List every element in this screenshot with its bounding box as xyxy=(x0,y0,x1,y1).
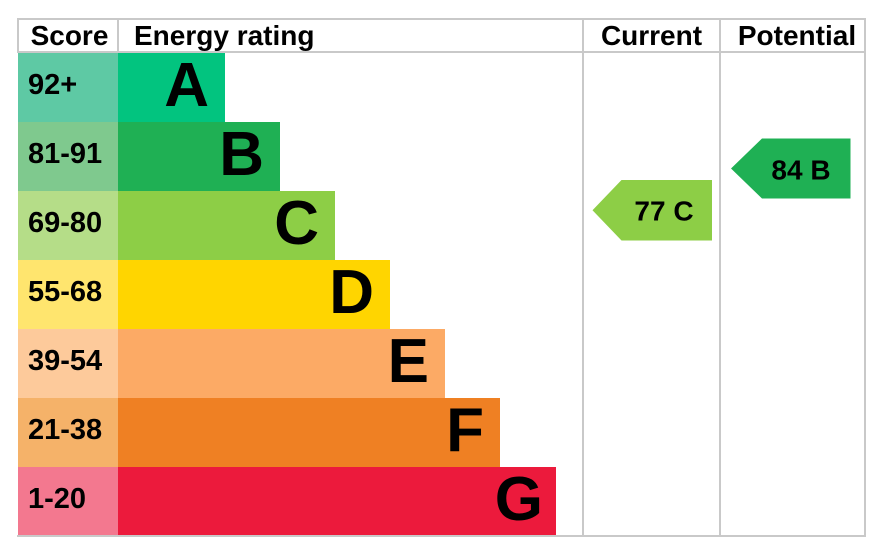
svg-text:77 C: 77 C xyxy=(634,196,693,227)
svg-text:84 B: 84 B xyxy=(771,155,830,186)
